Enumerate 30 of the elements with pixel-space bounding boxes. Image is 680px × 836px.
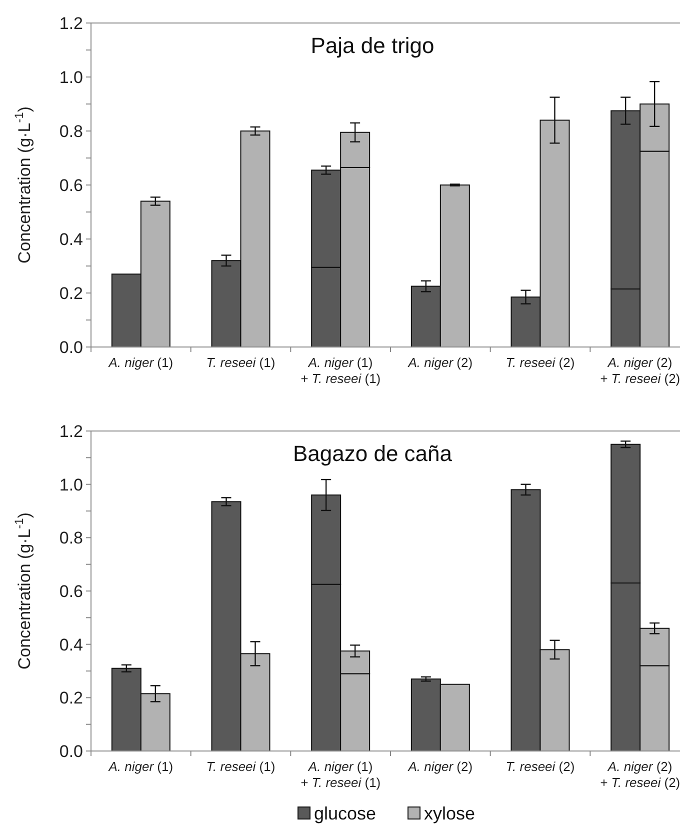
legend-label: xylose [424, 803, 476, 824]
y-tick-label: 0.4 [59, 230, 83, 249]
legend-label: glucose [314, 803, 376, 824]
y-tick-label: 0.8 [59, 122, 83, 141]
x-tick-label: A. niger (2) + T. reseei (2) [600, 759, 680, 790]
x-tick-label: A. niger (2) [407, 759, 473, 774]
y-tick-label: 0.0 [59, 338, 83, 357]
y-tick-label: 0.2 [59, 688, 83, 708]
x-tick-label: T. reseei (1) [206, 759, 276, 774]
x-tick-label: T. reseei (1) [206, 355, 276, 370]
x-tick-label: T. reseei (2) [506, 355, 575, 370]
x-tick-label: A. niger (2) + T. reseei (2) [600, 355, 680, 386]
text: Paja de trigo [310, 33, 434, 58]
y-tick-label: 1.2 [59, 422, 83, 441]
y-tick-label: 0.6 [59, 582, 83, 601]
x-tick-label: A. niger (2) [407, 355, 473, 370]
y-tick-label: 0.8 [59, 528, 83, 548]
y-tick-label: 1.0 [59, 475, 83, 494]
y-tick-label: 0.2 [59, 284, 83, 303]
x-tick-label: A. niger (1) [108, 355, 174, 370]
x-tick-label: A. niger (1) [108, 759, 174, 774]
x-tick-label: A. niger (1) + T. reseei (1) [300, 355, 381, 386]
y-tick-label: 0.6 [59, 176, 83, 195]
y-tick-label: 0.4 [59, 635, 83, 654]
x-tick-label: A. niger (1) + T. reseei (1) [300, 759, 381, 790]
text: Bagazo de caña [292, 441, 453, 466]
y-tick-label: 1.2 [59, 14, 83, 33]
y-tick-label: 1.0 [59, 68, 83, 87]
x-tick-label: T. reseei (2) [506, 759, 575, 774]
y-tick-label: 0.0 [59, 742, 83, 761]
